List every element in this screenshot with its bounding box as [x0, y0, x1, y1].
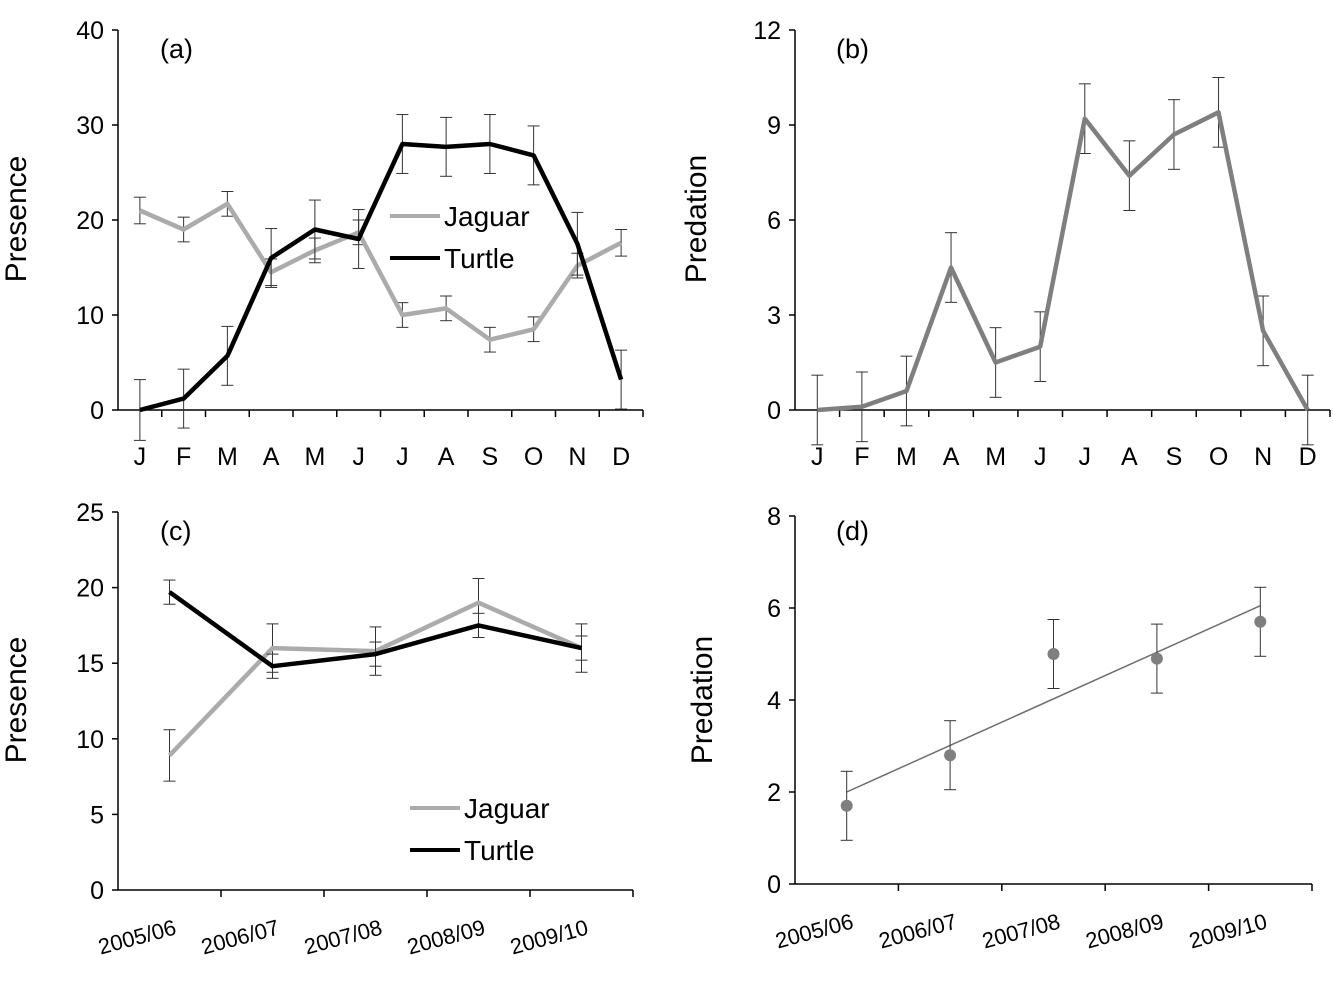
y-tick-label: 2: [767, 779, 781, 807]
panel-d-label: (d): [836, 516, 869, 546]
x-tick-label: 2006/07: [876, 909, 959, 954]
series-line-jaguar: [167, 600, 583, 757]
y-tick-label: 0: [767, 871, 781, 899]
y-tick-label: 0: [90, 877, 104, 905]
y-tick-label: 40: [76, 17, 104, 45]
x-tick-label: J: [396, 443, 409, 471]
panel-d-ylabel: Predation: [686, 636, 719, 764]
series-line-predation: [817, 110, 1310, 413]
y-tick-label: 5: [90, 801, 104, 829]
x-tick-label: N: [568, 443, 586, 471]
y-tick-label: 3: [767, 302, 781, 330]
y-tick-label: 30: [76, 112, 104, 140]
x-tick-label: A: [263, 443, 280, 471]
x-tick-label: F: [854, 443, 869, 471]
x-tick-label: S: [482, 443, 499, 471]
x-tick-label: J: [1079, 443, 1092, 471]
series-line-turtle: [168, 590, 582, 669]
y-tick-label: 20: [76, 207, 104, 235]
panel-c-legend-turtle: Turtle: [464, 835, 535, 866]
y-tick-label: 6: [767, 595, 781, 623]
y-tick-label: 12: [753, 17, 781, 45]
x-tick-label: O: [1209, 443, 1228, 471]
y-tick-label: 25: [76, 499, 104, 527]
x-tick-label: M: [217, 443, 238, 471]
x-tick-label: D: [1299, 443, 1317, 471]
panel-c-legend-jaguar: Jaguar: [464, 793, 550, 824]
data-point-predation: [840, 799, 853, 812]
y-tick-label: 20: [76, 575, 104, 603]
y-tick-label: 0: [90, 397, 104, 425]
panel-d: 0 2 4 6 8 2005/06 2006/07 2007/08 2008/09 2009/10: [767, 503, 1313, 954]
x-tick-label: A: [943, 443, 960, 471]
y-tick-label: 8: [767, 503, 781, 531]
series-line-turtle: [139, 141, 624, 413]
panel-c-ylabel: Presence: [0, 637, 33, 764]
panel-a-ylabel: Presence: [0, 156, 33, 283]
y-tick-label: 15: [76, 650, 104, 678]
x-tick-label: 2006/07: [199, 915, 282, 960]
panel-c-label: (c): [160, 516, 191, 546]
y-tick-label: 4: [767, 687, 781, 715]
x-tick-label: N: [1254, 443, 1272, 471]
panel-b-ylabel: Predation: [680, 155, 713, 283]
y-tick-label: 10: [76, 726, 104, 754]
panel-b-label: (b): [836, 34, 869, 64]
x-tick-label: M: [985, 443, 1006, 471]
x-tick-label: 2008/09: [1083, 909, 1166, 954]
x-tick-label: 2008/09: [405, 915, 488, 960]
trend-line: [846, 605, 1261, 793]
data-point-predation: [1150, 652, 1163, 665]
y-tick-label: 0: [767, 397, 781, 425]
x-tick-label: J: [1034, 443, 1047, 471]
data-point-predation: [1254, 615, 1267, 628]
x-tick-label: D: [612, 443, 630, 471]
x-tick-label: A: [438, 443, 455, 471]
x-tick-label: 2005/06: [96, 915, 179, 960]
data-point-predation: [1047, 648, 1060, 660]
x-tick-label: M: [896, 443, 917, 471]
y-tick-label: 9: [767, 112, 781, 140]
series-line-jaguar: [139, 201, 623, 342]
x-tick-label: J: [134, 443, 147, 471]
x-tick-label: J: [811, 443, 824, 471]
x-tick-label: 2009/10: [508, 915, 591, 960]
x-tick-label: A: [1121, 443, 1138, 471]
x-tick-label: 2009/10: [1186, 909, 1269, 954]
x-tick-label: 2007/08: [302, 915, 385, 960]
panel-a-legend-jaguar: Jaguar: [444, 201, 530, 232]
x-tick-label: O: [524, 443, 543, 471]
panel-c: 0 5 10 15 20 25 2005/06 2006/07 2007/08 2008/09 20…: [76, 499, 634, 960]
x-tick-label: 2007/08: [980, 909, 1063, 954]
x-tick-label: F: [176, 443, 191, 471]
panel-a-legend-turtle: Turtle: [444, 243, 515, 274]
x-tick-label: 2005/06: [773, 909, 856, 954]
panel-a-label: (a): [160, 34, 193, 64]
x-tick-label: M: [304, 443, 325, 471]
data-point-predation: [944, 749, 957, 762]
y-tick-label: 6: [767, 207, 781, 235]
y-tick-label: 10: [76, 302, 104, 330]
x-tick-label: S: [1166, 443, 1183, 471]
x-tick-label: J: [352, 443, 365, 471]
